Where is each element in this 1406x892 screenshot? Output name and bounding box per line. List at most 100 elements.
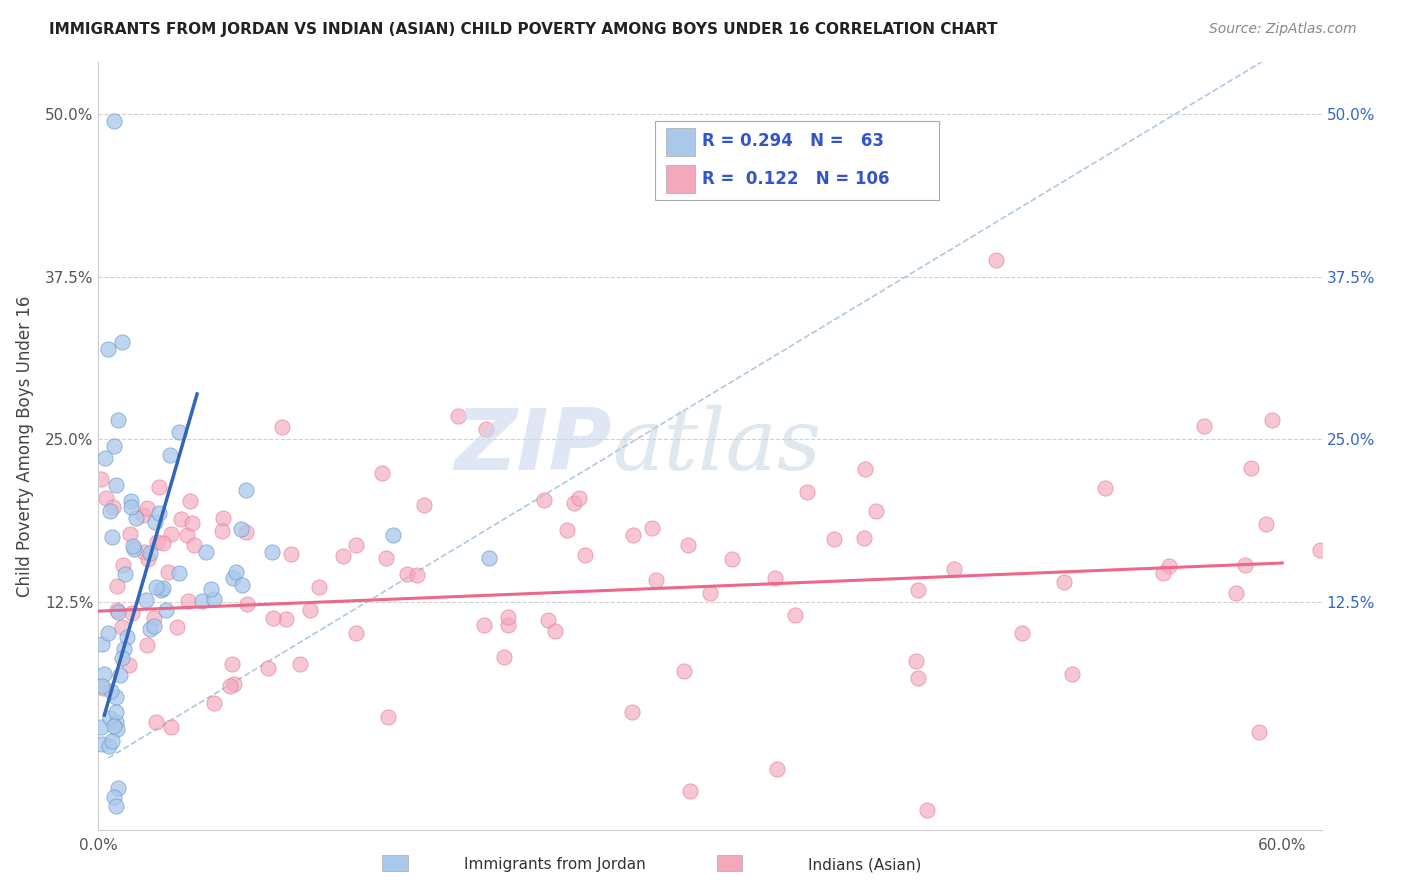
Point	[112, 642, 135, 657]
Point	[90, 720, 112, 734]
Point	[121, 607, 143, 621]
Point	[101, 530, 124, 544]
Text: atlas: atlas	[612, 405, 821, 487]
Point	[699, 586, 721, 600]
Point	[472, 617, 495, 632]
Point	[907, 671, 929, 685]
Point	[257, 661, 280, 675]
Point	[107, 605, 129, 619]
Point	[377, 710, 399, 724]
Point	[91, 737, 114, 751]
Point	[97, 739, 120, 753]
Text: R =  0.122   N = 106: R = 0.122 N = 106	[702, 169, 889, 188]
Point	[274, 612, 297, 626]
Point	[136, 552, 159, 566]
Point	[280, 547, 302, 561]
Point	[235, 524, 257, 539]
Text: R = 0.294   N =   63: R = 0.294 N = 63	[702, 132, 883, 150]
Point	[204, 696, 226, 710]
Point	[785, 607, 807, 622]
Point	[152, 581, 174, 595]
Point	[676, 538, 699, 552]
Point	[1062, 666, 1084, 681]
Point	[221, 657, 243, 672]
Point	[160, 720, 183, 734]
Point	[1053, 575, 1076, 590]
Point	[344, 538, 367, 552]
Point	[135, 593, 157, 607]
Point	[110, 667, 132, 681]
Text: Immigrants from Jordan: Immigrants from Jordan	[464, 857, 647, 872]
Point	[1157, 559, 1180, 574]
Point	[855, 462, 877, 476]
Point	[103, 114, 125, 128]
Point	[98, 711, 121, 725]
Point	[1240, 461, 1263, 475]
Point	[115, 630, 138, 644]
Point	[222, 570, 245, 584]
Point	[120, 526, 142, 541]
Point	[673, 664, 696, 678]
Point	[219, 679, 242, 693]
Point	[125, 511, 148, 525]
Text: IMMIGRANTS FROM JORDAN VS INDIAN (ASIAN) CHILD POVERTY AMONG BOYS UNDER 16 CORRE: IMMIGRANTS FROM JORDAN VS INDIAN (ASIAN)…	[49, 22, 998, 37]
Point	[91, 681, 114, 696]
Point	[195, 545, 218, 559]
Point	[229, 522, 252, 536]
Point	[621, 706, 644, 720]
Point	[166, 620, 188, 634]
Point	[97, 342, 120, 356]
Point	[183, 538, 205, 552]
Text: Indians (Asian): Indians (Asian)	[808, 857, 921, 872]
Point	[406, 568, 429, 582]
Point	[135, 501, 157, 516]
Point	[346, 626, 368, 640]
Point	[212, 511, 235, 525]
Point	[103, 439, 125, 453]
Point	[679, 783, 702, 797]
Point	[107, 780, 129, 795]
Point	[1011, 626, 1033, 640]
Point	[94, 491, 117, 505]
Point	[853, 532, 876, 546]
Point	[1247, 725, 1270, 739]
Point	[720, 552, 742, 566]
Point	[148, 480, 170, 494]
Point	[260, 545, 283, 559]
Point	[145, 714, 167, 729]
Point	[159, 448, 181, 462]
Point	[111, 651, 134, 665]
Point	[149, 582, 172, 597]
Point	[114, 566, 136, 581]
Point	[299, 603, 322, 617]
Point	[270, 420, 292, 434]
Y-axis label: Child Poverty Among Boys Under 16: Child Poverty Among Boys Under 16	[15, 295, 34, 597]
Point	[543, 624, 565, 638]
Text: Source: ZipAtlas.com: Source: ZipAtlas.com	[1209, 22, 1357, 37]
Point	[169, 566, 191, 581]
Point	[138, 546, 160, 560]
Point	[170, 512, 193, 526]
Point	[235, 483, 257, 498]
Point	[412, 499, 434, 513]
Point	[118, 657, 141, 672]
Point	[984, 253, 1007, 268]
Point	[104, 690, 127, 704]
Point	[146, 535, 169, 549]
Point	[181, 516, 204, 531]
Point	[371, 466, 394, 480]
Point	[905, 654, 928, 668]
Point	[111, 334, 134, 349]
Point	[555, 523, 578, 537]
Point	[1256, 516, 1278, 531]
Point	[104, 705, 127, 719]
Point	[107, 413, 129, 427]
Text: ZIP: ZIP	[454, 404, 612, 488]
Point	[235, 598, 257, 612]
Point	[120, 494, 142, 508]
Point	[103, 790, 125, 805]
Point	[494, 650, 516, 665]
Point	[796, 485, 818, 500]
Point	[143, 619, 166, 633]
Point	[200, 582, 222, 597]
